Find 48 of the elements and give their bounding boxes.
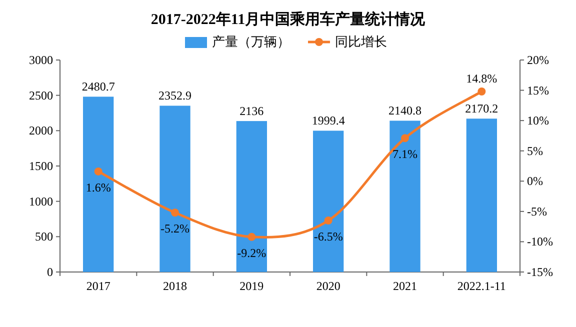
y2-tick-label: 5% <box>527 144 543 158</box>
point <box>478 87 486 96</box>
data-label: -5.2% <box>160 222 190 236</box>
data-label: 2140.8 <box>388 104 422 118</box>
data-label: 2480.7 <box>82 80 115 94</box>
y-tick-label: 2000 <box>29 124 53 138</box>
x-tick-label: 2017 <box>86 279 110 293</box>
bar <box>236 121 267 272</box>
legend-label: 产量（万辆） <box>212 34 290 49</box>
y-tick-label: 500 <box>35 230 53 244</box>
data-label: 14.8% <box>466 71 498 86</box>
x-tick-label: 2020 <box>316 279 340 293</box>
point <box>248 232 256 241</box>
y2-tick-label: 10% <box>527 114 549 128</box>
y-tick-label: 2500 <box>29 88 53 102</box>
bar <box>160 106 190 272</box>
y2-tick-label: -5% <box>527 204 547 218</box>
y2-tick-label: 20% <box>527 53 549 67</box>
y-tick-label: 1500 <box>29 159 53 173</box>
y-tick-label: 1000 <box>29 194 53 208</box>
point <box>94 167 102 176</box>
bar <box>390 120 420 272</box>
data-label: -6.5% <box>314 230 343 244</box>
y2-tick-label: 0% <box>527 174 543 188</box>
data-label: 7.1% <box>392 147 418 162</box>
data-label: 1.6% <box>86 180 111 194</box>
bar <box>313 130 344 272</box>
y2-tick-label: 15% <box>527 83 549 98</box>
data-label: 1999.4 <box>312 114 345 128</box>
bar <box>83 96 114 272</box>
y-tick-label: 3000 <box>29 53 53 67</box>
data-label: 2136 <box>240 104 264 118</box>
x-tick-label: 2022.1-11 <box>457 279 506 293</box>
legend-label: 同比增长 <box>335 34 387 49</box>
x-tick-label: 2021 <box>393 279 417 293</box>
point <box>324 216 332 225</box>
x-tick-label: 2019 <box>240 279 264 293</box>
bar <box>466 118 497 272</box>
data-label: 2170.2 <box>465 102 498 116</box>
y-tick-label: 0 <box>47 265 53 279</box>
data-label: -9.2% <box>237 246 266 260</box>
y2-tick-label: -10% <box>527 234 553 249</box>
point <box>171 208 179 217</box>
x-tick-label: 2018 <box>163 279 187 293</box>
chart-title: 2017-2022年11月中国乘用车产量统计情况 <box>150 10 426 28</box>
y2-tick-label: -15% <box>527 265 553 279</box>
point <box>401 134 409 142</box>
data-label: 2352.9 <box>158 88 192 103</box>
